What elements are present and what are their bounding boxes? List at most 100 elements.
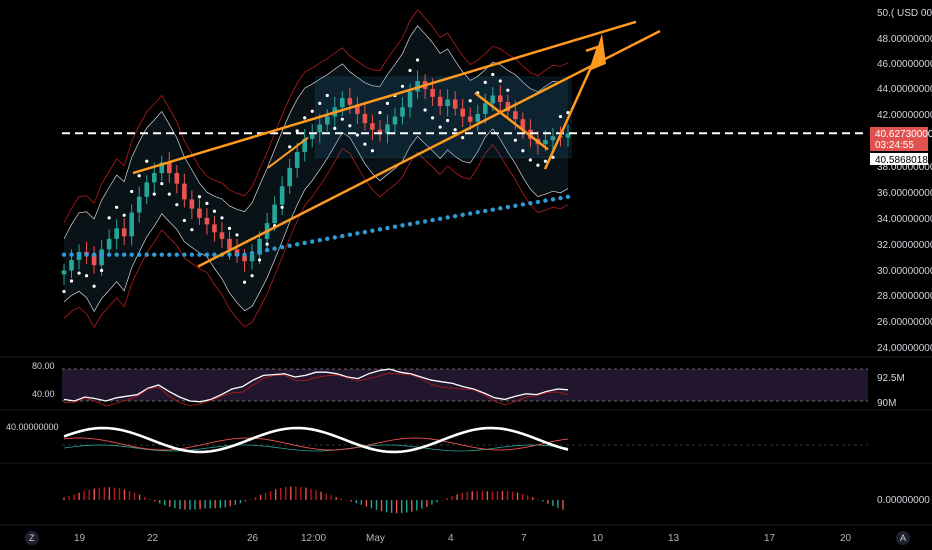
sar-dot xyxy=(122,213,126,217)
candle-body xyxy=(257,238,262,255)
rsi-signal-line xyxy=(63,372,569,407)
oscillator-level-label: 40.00000000 xyxy=(6,422,59,432)
candle-body xyxy=(347,98,353,105)
candle-body xyxy=(106,238,112,250)
outer-band-lower xyxy=(63,144,569,329)
sar-dot xyxy=(543,159,548,163)
sar-dot xyxy=(145,159,149,163)
candlestick-series xyxy=(61,9,868,329)
time-axis: Z 19 22 26 12:00 May 4 7 10 13 17 20 A xyxy=(25,531,910,545)
ema-dot xyxy=(287,243,292,248)
ema-dot xyxy=(167,252,172,257)
sar-dot xyxy=(190,228,194,232)
sar-dot xyxy=(257,258,262,262)
sar-dot xyxy=(69,279,74,283)
ema-dot xyxy=(227,252,232,257)
ema-dot xyxy=(468,211,473,216)
outer-band-upper xyxy=(63,9,569,224)
range-box xyxy=(315,76,572,159)
volume-label: 90M xyxy=(877,398,896,409)
candle-body xyxy=(279,186,285,205)
sar-dot xyxy=(453,128,457,132)
timezone-button[interactable] xyxy=(25,531,39,545)
sar-dot xyxy=(115,205,119,209)
price-tick: 34.00000000 xyxy=(877,214,932,225)
candle-body xyxy=(204,217,210,225)
ema-dot xyxy=(385,225,390,231)
price-tick: 42.00000000 xyxy=(877,110,932,121)
candle-body xyxy=(167,162,172,174)
ema-dot xyxy=(505,204,511,210)
time-tick: 20 xyxy=(840,533,852,544)
price-tick: 32.00000000 xyxy=(877,240,932,251)
candle-body xyxy=(69,259,74,271)
time-tick: 22 xyxy=(147,533,159,544)
ema-dot xyxy=(355,231,360,236)
ema-dot xyxy=(152,252,157,257)
candle-body xyxy=(121,228,127,237)
ema-dot xyxy=(99,252,104,257)
bollinger-upper xyxy=(63,25,569,240)
candle-body xyxy=(324,116,330,125)
sar-dot xyxy=(415,58,420,62)
sar-dot xyxy=(378,111,382,115)
price-tick: 28.00000000 xyxy=(877,291,932,302)
ema-dot xyxy=(279,244,285,250)
ema-dot xyxy=(513,203,518,208)
ema-dot xyxy=(310,239,315,244)
candle-body xyxy=(475,113,481,122)
price-tick: 46.00000000 xyxy=(877,59,932,70)
candle-body xyxy=(287,167,292,187)
ema-dot xyxy=(257,249,262,254)
sar-dot xyxy=(348,124,352,128)
candle-body xyxy=(437,96,443,107)
candle-body xyxy=(520,119,526,130)
sar-dot xyxy=(62,289,66,294)
bollinger-band-fill xyxy=(64,25,568,312)
sar-dot xyxy=(227,226,232,230)
ema-dot xyxy=(159,252,164,257)
time-tick: 4 xyxy=(448,533,454,544)
price-tick: 48.00000000 xyxy=(877,34,932,45)
candle-body xyxy=(189,199,195,209)
ema-dot xyxy=(340,233,345,239)
candle-body xyxy=(227,238,232,250)
ema-dot xyxy=(129,252,134,257)
candle-body xyxy=(242,255,247,262)
candle-body xyxy=(513,111,518,120)
candle-body xyxy=(99,249,104,266)
candle-body xyxy=(212,224,217,233)
sar-dot xyxy=(197,195,202,199)
sar-dot xyxy=(498,79,502,83)
sar-dot xyxy=(438,125,442,129)
rsi-band xyxy=(62,369,868,401)
price-tick: 26.00000000 xyxy=(877,317,932,328)
sar-dot xyxy=(385,101,390,105)
sar-dot xyxy=(446,118,450,123)
sar-dot xyxy=(280,205,284,209)
candle-body xyxy=(400,107,405,117)
time-tick: 10 xyxy=(592,533,604,544)
ema-dot xyxy=(197,252,202,257)
ema-dot xyxy=(498,206,503,211)
candle-body xyxy=(249,254,255,262)
sar-dot xyxy=(430,116,435,120)
secondary-price-value: 40.58680184 xyxy=(875,155,932,166)
ema-dot xyxy=(490,207,495,212)
sar-dot xyxy=(84,274,89,278)
ema-dot xyxy=(121,252,127,257)
candle-body xyxy=(294,152,300,168)
ema-dot xyxy=(249,250,255,256)
candle-body xyxy=(144,182,150,197)
ema-dot xyxy=(325,236,330,242)
candle-body xyxy=(430,88,435,97)
sar-dot xyxy=(370,149,375,153)
sar-dot xyxy=(408,68,412,73)
sar-dot xyxy=(167,192,171,196)
sar-dot xyxy=(160,182,164,186)
auto-scale-button[interactable] xyxy=(896,531,910,545)
sar-dot xyxy=(333,126,337,130)
ema-dot xyxy=(565,194,571,199)
candle-body xyxy=(182,183,187,200)
